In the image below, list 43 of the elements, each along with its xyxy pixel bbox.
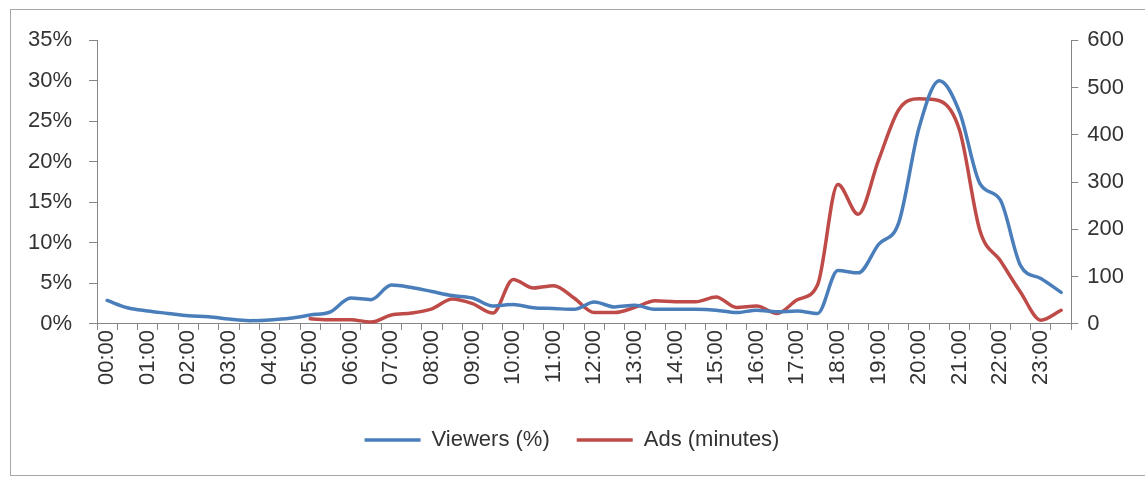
y-tick-label: 15% xyxy=(27,188,73,214)
legend-label: Viewers (%) xyxy=(431,426,550,452)
y2-tick-label: 500 xyxy=(1087,73,1125,99)
y2-tick-label: 600 xyxy=(1087,26,1125,52)
y2-tick-label: 100 xyxy=(1087,262,1125,288)
x-tick-label: 22:00 xyxy=(986,329,1012,386)
x-tick-label: 02:00 xyxy=(174,329,200,386)
x-tick-label: 07:00 xyxy=(377,329,403,386)
y2-tick-label: 300 xyxy=(1087,168,1125,194)
x-tick-label: 20:00 xyxy=(905,329,931,386)
x-tick-label: 12:00 xyxy=(580,329,606,386)
y-tick-label: 25% xyxy=(27,107,73,133)
y-tick-label: 10% xyxy=(27,228,73,254)
x-tick-label: 05:00 xyxy=(296,329,322,386)
x-tick-label: 06:00 xyxy=(336,329,362,386)
y-tick-label: 20% xyxy=(27,147,73,173)
x-tick-label: 16:00 xyxy=(742,329,768,386)
x-tick-label: 00:00 xyxy=(93,329,119,386)
line-series xyxy=(308,97,1063,324)
x-tick-label: 11:00 xyxy=(539,329,565,384)
x-tick-label: 04:00 xyxy=(255,329,281,386)
y2-tick-label: 200 xyxy=(1087,215,1125,241)
y-tick-label: 5% xyxy=(40,269,73,295)
y2-tick-label: 0 xyxy=(1087,310,1100,336)
legend-label: Ads (minutes) xyxy=(643,426,780,452)
y2-tick-label: 400 xyxy=(1087,120,1125,146)
x-tick-label: 18:00 xyxy=(823,329,849,386)
x-tick-label: 19:00 xyxy=(864,329,890,386)
x-tick-label: 21:00 xyxy=(945,329,971,386)
x-tick-label: 01:00 xyxy=(133,329,159,386)
y-tick-label: 30% xyxy=(27,66,73,92)
x-tick-label: 09:00 xyxy=(458,329,484,386)
line-series xyxy=(105,78,1063,323)
x-tick-label: 03:00 xyxy=(215,329,241,386)
x-tick-label: 10:00 xyxy=(499,329,525,386)
x-tick-label: 14:00 xyxy=(661,329,687,386)
y-tick-label: 0% xyxy=(40,310,73,336)
x-tick-label: 15:00 xyxy=(702,329,728,386)
x-tick-label: 17:00 xyxy=(783,329,809,386)
y-tick-label: 35% xyxy=(27,26,73,52)
x-tick-label: 23:00 xyxy=(1026,329,1052,386)
x-tick-label: 13:00 xyxy=(620,329,646,386)
x-tick-label: 08:00 xyxy=(418,329,443,386)
